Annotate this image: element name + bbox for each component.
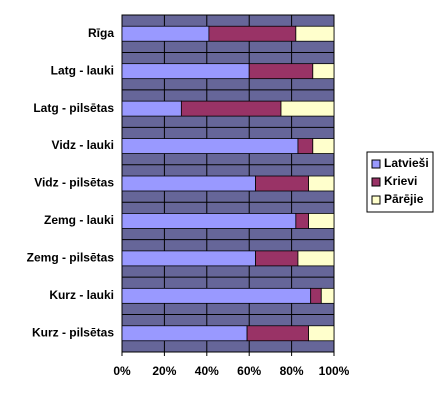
x-tick-label: 20% [152,364,176,378]
bar-segment [297,138,314,154]
bar-segment [295,213,309,229]
bar-segment [312,138,335,154]
bar-segment [121,25,210,42]
legend-label: Pārējie [384,192,424,206]
bar-segment [308,213,335,229]
legend-swatch [371,195,381,205]
bar-segment [121,287,312,304]
bar-segment [255,175,309,192]
bar-segment [180,100,282,117]
bar-segment [255,250,299,267]
bar-segment [308,175,335,192]
bar-segment [121,100,182,117]
y-tick-label: Latg - lauki [51,63,114,77]
legend-swatch [371,177,381,187]
y-tick-label: Latg - pilsētas [33,101,114,115]
bar-segment [297,250,335,267]
bar-segment [320,287,335,304]
y-tick-label: Kurz - lauki [49,288,114,302]
x-tick-label: 80% [280,364,304,378]
x-tick-label: 100% [319,364,350,378]
bar-segment [121,325,248,342]
y-tick-label: Zemg - pilsētas [27,251,115,265]
bar-segment [312,63,335,80]
legend-label: Latvieši [384,156,429,170]
y-tick-label: Kurz - pilsētas [32,325,114,339]
bar-segment [310,287,322,304]
bar-segment [308,325,335,342]
x-tick-label: 60% [237,364,261,378]
bar-segment [208,25,297,42]
bar-segment [295,25,335,42]
legend-label: Krievi [384,174,417,188]
bar-segment [121,250,256,267]
y-tick-label: Zemg - lauki [44,213,114,227]
bar-segment [121,63,250,80]
bar-segment [246,325,309,342]
legend-swatch [371,159,381,169]
bar-segment [280,100,335,117]
x-tick-label: 40% [195,364,219,378]
bar-segment [248,63,314,80]
bar-segment [121,138,299,154]
bar-segment [121,213,297,229]
y-tick-label: Rīga [88,26,114,40]
x-tick-label: 0% [113,364,131,378]
bar-segment [121,175,256,192]
y-tick-label: Vidz - pilsētas [34,176,114,190]
y-tick-label: Vidz - lauki [52,138,114,152]
